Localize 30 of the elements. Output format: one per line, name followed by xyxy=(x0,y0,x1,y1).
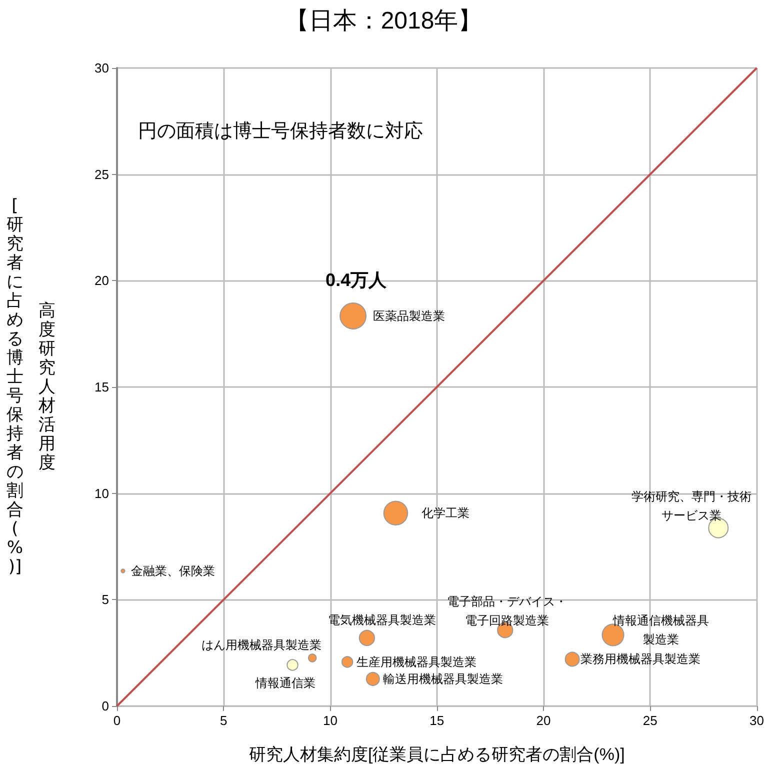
x-tick-label: 10 xyxy=(323,713,338,728)
y-tick-label: 15 xyxy=(94,380,109,394)
annotation: 電気機械器具製造業 xyxy=(328,612,436,627)
annotation: 円の面積は博士号保持者数に対応 xyxy=(138,120,423,142)
annotation: 0.4万人 xyxy=(326,270,388,290)
y-tick-label: 25 xyxy=(94,166,109,182)
annotation: 業務用機械器具製造業 xyxy=(580,652,700,666)
annotation: 医薬品製造業 xyxy=(373,308,446,323)
annotation: 電子部品・デバイス・電子回路製造業 xyxy=(447,594,568,628)
annotation: 情報通信業 xyxy=(254,676,316,690)
y-tick-label: 5 xyxy=(102,592,109,608)
annotation: 金融業、保険業 xyxy=(130,564,215,578)
y-tick-label: 10 xyxy=(94,486,109,501)
x-tick-label: 15 xyxy=(430,713,444,728)
x-tick-label: 30 xyxy=(750,713,764,728)
x-tick-label: 0 xyxy=(113,713,121,728)
annotation: はん用機械器具製造業 xyxy=(201,638,322,652)
x-axis-title: 研究人材集約度[従業員に占める研究者の割合(%)] xyxy=(248,745,625,764)
annotation: 化学工業 xyxy=(422,506,470,520)
x-tick-label: 25 xyxy=(642,713,658,728)
chart-title: 【日本：2018年】 xyxy=(284,8,482,34)
x-tick-label: 20 xyxy=(536,713,551,728)
annotation: 情報通信機械器具製造業 xyxy=(612,613,710,646)
annotation: 輸送用機械器具製造業 xyxy=(382,672,503,686)
annotation: 生産用機械器具製造業 xyxy=(356,654,476,669)
y-tick-label: 20 xyxy=(94,273,109,288)
annotation: 学術研究、専門・技術サービス業 xyxy=(631,490,752,522)
x-tick-label: 5 xyxy=(220,713,228,728)
y-tick-label: 30 xyxy=(94,60,109,76)
y-tick-label: 0 xyxy=(102,698,109,714)
